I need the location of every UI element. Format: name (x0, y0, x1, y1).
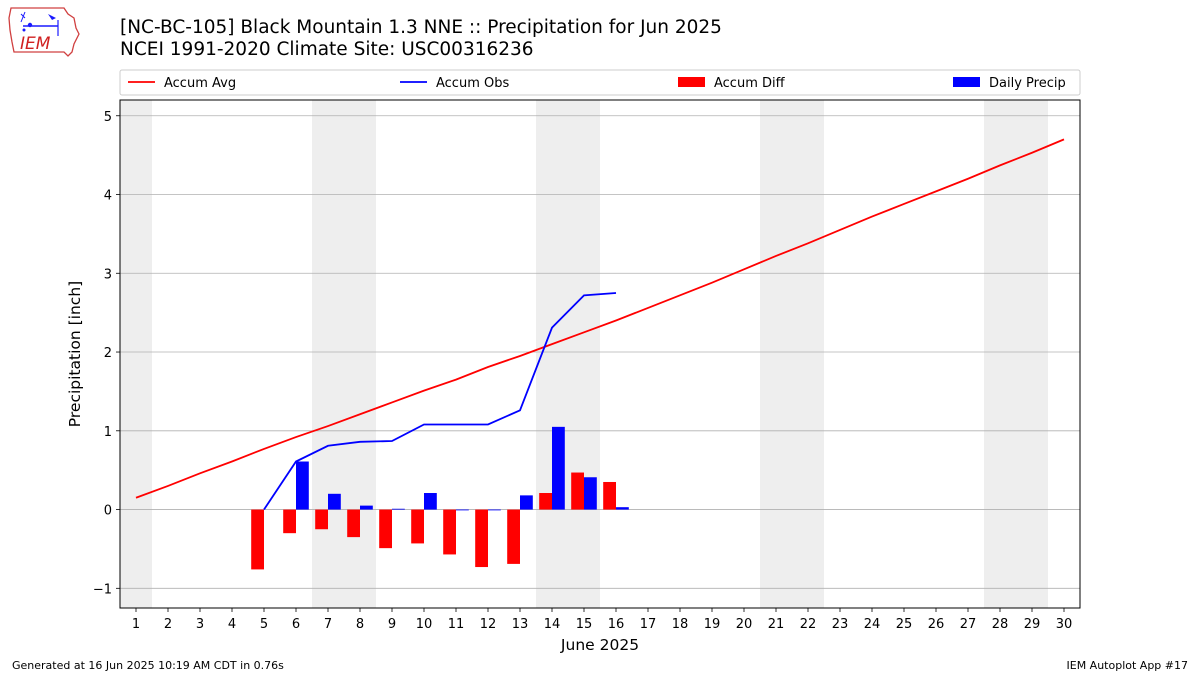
x-tick-label: 15 (576, 617, 593, 632)
x-tick-label: 24 (864, 617, 881, 632)
accum-diff-bar (539, 493, 552, 510)
accum-diff-bar (475, 509, 488, 568)
daily-precip-bar (328, 493, 341, 510)
accum-diff-bar (507, 509, 520, 564)
app-credit: IEM Autoplot App #17 (1066, 659, 1189, 672)
y-tick-label: 2 (104, 346, 112, 361)
x-tick-label: 20 (736, 617, 753, 632)
accum-diff-bar (411, 509, 424, 544)
x-tick-label: 2 (164, 617, 172, 632)
daily-precip-bar (616, 507, 629, 510)
y-axis-label: Precipitation [inch] (66, 281, 84, 427)
x-tick-label: 1 (132, 617, 140, 632)
daily-precip-bar (456, 509, 469, 511)
x-tick-label: 8 (356, 617, 364, 632)
x-axis-label: June 2025 (560, 636, 639, 654)
x-tick-label: 11 (448, 617, 465, 632)
y-tick-label: 0 (104, 504, 112, 519)
accum-avg-line (135, 138, 1065, 499)
daily-precip-bar (520, 495, 533, 510)
accum-diff-bar (283, 509, 296, 534)
x-tick-label: 4 (228, 617, 236, 632)
x-tick-label: 17 (640, 617, 657, 632)
daily-precip-bar (424, 493, 437, 510)
x-tick-label: 21 (768, 617, 785, 632)
legend-label: Accum Obs (436, 76, 509, 91)
daily-precip-bar (552, 426, 565, 510)
accum-diff-bar (571, 472, 584, 510)
y-tick-label: 1 (104, 425, 112, 440)
x-tick-label: 25 (896, 617, 913, 632)
weekend-shade (536, 100, 600, 608)
legend-label: Accum Avg (164, 76, 236, 91)
y-tick-label: 4 (104, 189, 112, 204)
daily-precip-bar (296, 461, 309, 510)
y-tick-label: 3 (104, 267, 112, 282)
accum-diff-bar (443, 509, 456, 555)
legend-box (119, 69, 1081, 96)
weekend-shade (120, 100, 152, 608)
legend-bar-swatch (953, 77, 980, 87)
legend-label: Accum Diff (714, 76, 786, 91)
x-tick-label: 12 (480, 617, 497, 632)
accum-diff-bar (603, 481, 616, 510)
x-tick-label: 18 (672, 617, 689, 632)
daily-precip-bar (360, 505, 373, 510)
x-tick-label: 16 (608, 617, 625, 632)
logo-text: IEM (20, 34, 51, 54)
x-tick-label: 26 (928, 617, 945, 632)
legend-label: Daily Precip (989, 76, 1066, 91)
daily-precip-bar (584, 477, 597, 510)
x-tick-label: 10 (416, 617, 433, 632)
x-tick-label: 9 (388, 617, 396, 632)
x-tick-label: 13 (512, 617, 529, 632)
y-tick-label: −1 (93, 582, 112, 597)
x-tick-label: 30 (1056, 617, 1073, 632)
plot-frame (119, 99, 1081, 609)
legend-bar-swatch (678, 77, 705, 87)
x-tick-label: 29 (1024, 617, 1041, 632)
y-tick-label: 5 (104, 110, 112, 125)
x-tick-label: 22 (800, 617, 817, 632)
x-tick-label: 6 (292, 617, 300, 632)
weekend-shade (984, 100, 1048, 608)
x-tick-label: 7 (324, 617, 332, 632)
x-tick-label: 27 (960, 617, 977, 632)
x-tick-label: 23 (832, 617, 849, 632)
chart-title: [NC-BC-105] Black Mountain 1.3 NNE :: Pr… (120, 17, 722, 38)
iem-logo: IEM (6, 4, 82, 64)
weekend-shade (312, 100, 376, 608)
x-tick-label: 28 (992, 617, 1009, 632)
accum-diff-bar (315, 509, 328, 530)
daily-precip-bar (488, 509, 501, 511)
x-tick-label: 14 (544, 617, 561, 632)
accum-diff-bar (347, 509, 360, 538)
accum-diff-bar (251, 509, 264, 570)
accum-obs-line (263, 292, 617, 511)
daily-precip-bar (392, 508, 405, 510)
x-tick-label: 19 (704, 617, 721, 632)
accum-diff-bar (379, 509, 392, 549)
x-tick-label: 5 (260, 617, 268, 632)
x-tick-label: 3 (196, 617, 204, 632)
generated-timestamp: Generated at 16 Jun 2025 10:19 AM CDT in… (12, 659, 284, 672)
chart-subtitle: NCEI 1991-2020 Climate Site: USC00316236 (120, 39, 534, 60)
weekend-shade (760, 100, 824, 608)
